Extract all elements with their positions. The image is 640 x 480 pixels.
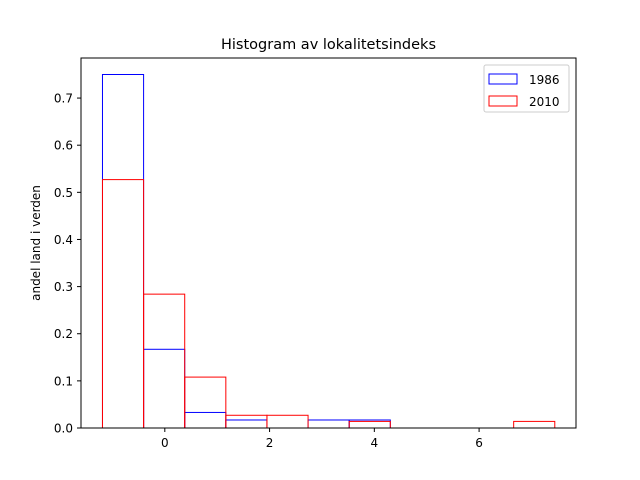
x-tick-label: 4 — [371, 436, 379, 450]
chart-title: Histogram av lokalitetsindeks — [221, 37, 436, 53]
y-tick-label: 0.2 — [54, 327, 73, 341]
plot-frame — [80, 57, 577, 429]
y-tick-label: 0.5 — [54, 186, 73, 200]
bar-2010-6 — [348, 420, 391, 429]
y-tick-label: 0.3 — [54, 280, 73, 294]
bar-1986-3 — [225, 419, 268, 429]
y-tick-label: 0.7 — [54, 92, 73, 106]
y-tick-label: 0.6 — [54, 139, 73, 153]
bar-1986-0 — [101, 73, 145, 429]
bar-1986-5 — [307, 419, 350, 429]
y-tick-label: 0.1 — [54, 374, 73, 388]
bar-2010-0 — [101, 179, 145, 429]
legend-swatch-2010 — [488, 95, 518, 107]
legend-label-2010: 2010 — [529, 95, 560, 109]
bar-2010-3 — [225, 414, 268, 429]
bar-2010-1 — [143, 293, 186, 429]
x-tick-label: 6 — [475, 436, 483, 450]
y-axis-label: andel land i verden — [29, 185, 43, 301]
bars-layer — [101, 73, 556, 429]
y-tick-label: 0.0 — [54, 422, 73, 436]
axes-layer: 0 2 4 6 0.0 0.1 0.2 0.3 0.4 0.5 0.6 0.7 — [54, 57, 577, 450]
legend-box — [483, 64, 570, 113]
bar-2010-4 — [266, 414, 309, 429]
y-tick-label: 0.4 — [54, 233, 73, 247]
legend-label-1986: 1986 — [529, 73, 560, 87]
x-tick-label: 0 — [161, 436, 169, 450]
legend-swatch-1986 — [488, 73, 518, 85]
bar-2010-2 — [184, 376, 227, 429]
bar-1986-2 — [184, 411, 227, 429]
legend: 1986 2010 — [483, 64, 570, 113]
bar-2010-10 — [513, 420, 556, 429]
x-tick-label: 2 — [266, 436, 274, 450]
bar-1986-1 — [143, 348, 186, 429]
